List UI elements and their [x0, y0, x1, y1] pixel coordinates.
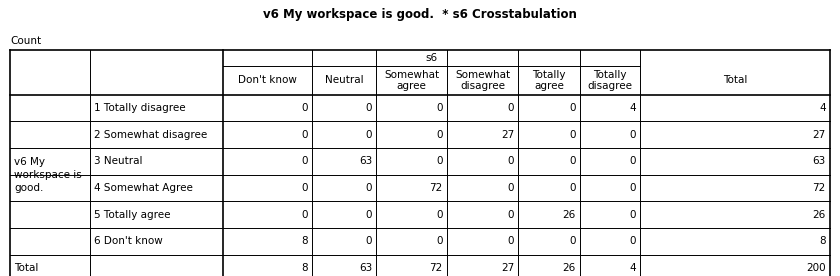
Text: 0: 0	[507, 183, 514, 193]
Text: 4 Somewhat Agree: 4 Somewhat Agree	[94, 183, 193, 193]
Text: 0: 0	[436, 130, 443, 140]
Text: 0: 0	[301, 130, 307, 140]
Text: 0: 0	[629, 156, 636, 166]
Text: 0: 0	[365, 236, 372, 246]
Text: 4: 4	[629, 263, 636, 273]
Text: 0: 0	[365, 130, 372, 140]
Text: 0: 0	[629, 183, 636, 193]
Text: 26: 26	[562, 263, 575, 273]
Text: 8: 8	[301, 236, 307, 246]
Text: 0: 0	[629, 210, 636, 220]
Text: 26: 26	[562, 210, 575, 220]
Text: Count: Count	[10, 36, 41, 46]
Text: 4: 4	[819, 103, 826, 113]
Text: s6: s6	[425, 53, 438, 63]
Text: 0: 0	[436, 210, 443, 220]
Text: 8: 8	[819, 236, 826, 246]
Text: 63: 63	[812, 156, 826, 166]
Text: v6 My workspace is good.  * s6 Crosstabulation: v6 My workspace is good. * s6 Crosstabul…	[263, 8, 577, 21]
Text: 27: 27	[501, 263, 514, 273]
Text: 4: 4	[629, 103, 636, 113]
Text: Don't know: Don't know	[238, 75, 297, 86]
Text: 8: 8	[301, 263, 307, 273]
Text: 5 Totally agree: 5 Totally agree	[94, 210, 171, 220]
Text: 6 Don't know: 6 Don't know	[94, 236, 163, 246]
Text: 27: 27	[812, 130, 826, 140]
Text: v6 My
workspace is
good.: v6 My workspace is good.	[14, 156, 82, 193]
Text: 0: 0	[507, 236, 514, 246]
Text: 0: 0	[365, 183, 372, 193]
Text: 0: 0	[569, 156, 575, 166]
Text: 0: 0	[436, 156, 443, 166]
Text: 27: 27	[501, 130, 514, 140]
Text: 0: 0	[365, 210, 372, 220]
Text: 0: 0	[569, 103, 575, 113]
Text: 3 Neutral: 3 Neutral	[94, 156, 143, 166]
Text: 63: 63	[359, 156, 372, 166]
Text: 0: 0	[301, 183, 307, 193]
Text: 72: 72	[429, 183, 443, 193]
Text: 63: 63	[359, 263, 372, 273]
Text: 0: 0	[507, 156, 514, 166]
Text: Somewhat
disagree: Somewhat disagree	[455, 70, 510, 91]
Text: 0: 0	[629, 130, 636, 140]
Text: 72: 72	[429, 263, 443, 273]
Text: 26: 26	[812, 210, 826, 220]
Text: 72: 72	[812, 183, 826, 193]
Text: 0: 0	[436, 103, 443, 113]
Text: 0: 0	[569, 130, 575, 140]
Text: 0: 0	[629, 236, 636, 246]
Text: 2 Somewhat disagree: 2 Somewhat disagree	[94, 130, 207, 140]
Text: 0: 0	[301, 156, 307, 166]
Text: Total: Total	[14, 263, 39, 273]
Text: 0: 0	[436, 236, 443, 246]
Text: 0: 0	[569, 236, 575, 246]
Text: 200: 200	[806, 263, 826, 273]
Text: 0: 0	[301, 103, 307, 113]
Text: 0: 0	[507, 103, 514, 113]
Text: Somewhat
agree: Somewhat agree	[384, 70, 439, 91]
Text: 1 Totally disagree: 1 Totally disagree	[94, 103, 186, 113]
Text: Neutral: Neutral	[325, 75, 363, 86]
Text: 0: 0	[569, 183, 575, 193]
Text: Total: Total	[722, 75, 748, 86]
Text: Totally
agree: Totally agree	[533, 70, 565, 91]
Text: Totally
disagree: Totally disagree	[587, 70, 633, 91]
Text: 0: 0	[507, 210, 514, 220]
Text: 0: 0	[365, 103, 372, 113]
Text: 0: 0	[301, 210, 307, 220]
